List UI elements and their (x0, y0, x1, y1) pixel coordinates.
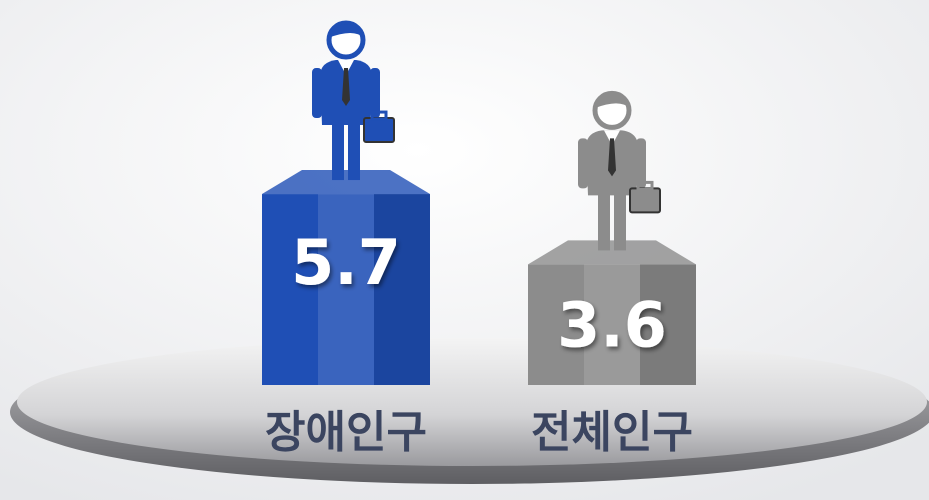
leg (332, 120, 344, 180)
arm (312, 68, 322, 118)
platform (17, 338, 927, 466)
chart: 5.7 장애인구 3.6 전체인구 (0, 0, 929, 500)
arm (578, 138, 588, 188)
value-label: 5.7 (291, 226, 401, 299)
leg (614, 190, 626, 250)
briefcase (630, 188, 660, 212)
leg (598, 190, 610, 250)
value-label: 3.6 (557, 289, 667, 362)
category-label: 전체인구 (531, 407, 693, 458)
category-label: 장애인구 (265, 407, 427, 458)
briefcase (364, 118, 394, 142)
leg (348, 120, 360, 180)
